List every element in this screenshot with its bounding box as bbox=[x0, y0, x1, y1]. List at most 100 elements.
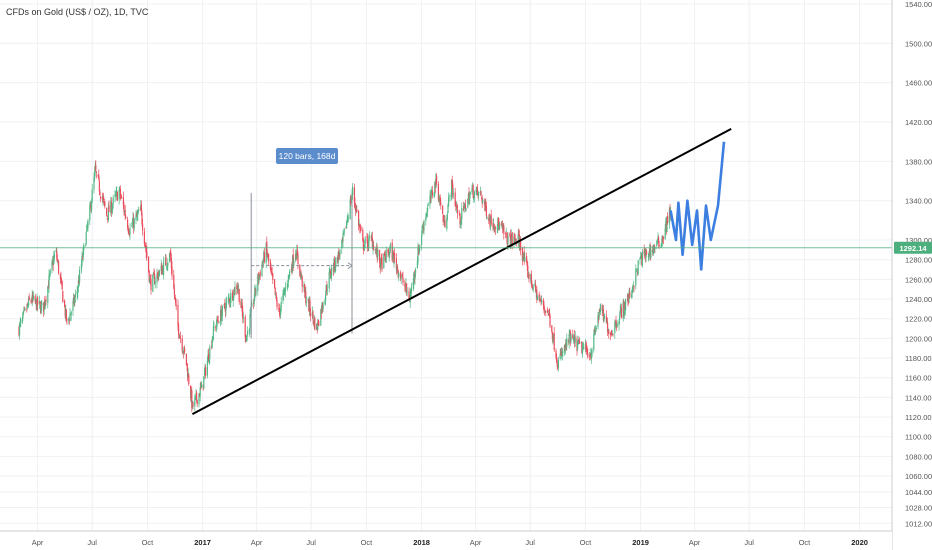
candle bbox=[593, 325, 595, 336]
measure-tool[interactable]: 120 bars, 168d bbox=[250, 148, 353, 339]
time-axis[interactable]: Apr Jul Oct 2017 Apr Jul Oct 2018 Apr Jul Oct 2019 A… bbox=[32, 538, 868, 547]
candle bbox=[296, 244, 298, 256]
candle bbox=[459, 212, 461, 228]
candle bbox=[100, 196, 102, 203]
candle bbox=[494, 225, 496, 235]
price-tick-label: 1060.00 bbox=[905, 472, 932, 481]
candle bbox=[646, 249, 648, 256]
candle bbox=[326, 280, 328, 296]
candle bbox=[528, 272, 530, 283]
candle bbox=[194, 396, 196, 401]
candle bbox=[66, 318, 68, 325]
candle bbox=[604, 314, 606, 320]
candle bbox=[165, 254, 167, 266]
time-tick-label: Apr bbox=[32, 538, 44, 547]
candle bbox=[62, 290, 64, 303]
candle bbox=[410, 282, 412, 298]
candle bbox=[156, 268, 158, 289]
candle bbox=[635, 264, 637, 290]
candle bbox=[76, 285, 78, 301]
candle bbox=[272, 273, 274, 284]
time-tick-label: Oct bbox=[142, 538, 155, 547]
candle bbox=[72, 298, 74, 316]
candle bbox=[32, 291, 34, 301]
candle bbox=[53, 251, 55, 265]
candle bbox=[49, 268, 51, 278]
candle bbox=[299, 264, 301, 277]
candle bbox=[463, 203, 465, 213]
candle bbox=[667, 212, 669, 225]
candle bbox=[473, 190, 475, 203]
candle bbox=[287, 274, 289, 288]
candle bbox=[77, 274, 79, 293]
candle bbox=[192, 401, 194, 410]
candle bbox=[511, 232, 513, 250]
candle bbox=[619, 311, 621, 324]
price-tick-label: 1160.00 bbox=[905, 374, 932, 383]
candle bbox=[175, 297, 177, 307]
candle bbox=[461, 202, 463, 225]
candle bbox=[658, 235, 660, 249]
time-tick-label: Apr bbox=[251, 538, 263, 547]
candle bbox=[45, 295, 47, 306]
candle bbox=[58, 259, 60, 275]
candle bbox=[523, 246, 525, 265]
candle bbox=[465, 207, 467, 212]
candle bbox=[118, 186, 120, 205]
trendline[interactable] bbox=[191, 128, 732, 416]
candle bbox=[616, 320, 618, 328]
candle bbox=[595, 325, 597, 336]
candle bbox=[196, 399, 198, 408]
candle bbox=[346, 219, 348, 229]
candle bbox=[633, 285, 635, 293]
candle bbox=[572, 329, 574, 340]
candle bbox=[612, 333, 614, 337]
chart-title: CFDs on Gold (US$ / OZ), 1D, TVC bbox=[6, 7, 149, 17]
candle bbox=[209, 344, 211, 364]
candle bbox=[91, 183, 93, 203]
candle bbox=[415, 267, 417, 277]
candle bbox=[482, 198, 484, 204]
candle bbox=[582, 341, 584, 352]
candle bbox=[242, 305, 244, 324]
candle bbox=[452, 188, 454, 199]
candle bbox=[467, 197, 469, 209]
candle bbox=[662, 236, 664, 245]
price-tick-label: 1420.00 bbox=[905, 118, 932, 127]
projection-path[interactable] bbox=[669, 141, 726, 271]
price-tick-label: 1140.00 bbox=[905, 393, 932, 402]
current-price-label: 1292.14 bbox=[894, 241, 932, 254]
price-tick-label: 1300.00 bbox=[905, 236, 932, 245]
candle bbox=[398, 271, 400, 282]
price-tick-label: 1500.00 bbox=[905, 39, 932, 48]
candle bbox=[406, 287, 408, 297]
candle bbox=[536, 285, 538, 304]
candle bbox=[440, 198, 442, 210]
candle bbox=[208, 358, 210, 366]
candle bbox=[79, 266, 81, 287]
candle bbox=[203, 376, 205, 389]
price-tick-label: 1220.00 bbox=[905, 315, 932, 324]
candle bbox=[437, 181, 439, 202]
candle bbox=[238, 288, 240, 305]
candle bbox=[23, 306, 25, 315]
candle bbox=[551, 325, 553, 334]
candle bbox=[597, 311, 599, 330]
time-tick-label: Apr bbox=[689, 538, 701, 547]
time-tick-label: 2020 bbox=[851, 538, 868, 547]
candle bbox=[247, 326, 249, 337]
candle bbox=[562, 348, 564, 361]
candle bbox=[185, 353, 187, 366]
time-tick-label: Oct bbox=[580, 538, 593, 547]
candle bbox=[283, 287, 285, 301]
candle bbox=[493, 223, 495, 233]
price-axis[interactable]: 1540.00 1500.00 1460.00 1420.00 1380.00 1340.… bbox=[905, 0, 932, 528]
candle bbox=[85, 231, 87, 246]
candle bbox=[112, 202, 114, 215]
time-tick-label: Jul bbox=[525, 538, 535, 547]
candle bbox=[53, 250, 55, 262]
candle bbox=[171, 260, 173, 280]
candle bbox=[436, 173, 438, 186]
candle bbox=[505, 231, 507, 239]
